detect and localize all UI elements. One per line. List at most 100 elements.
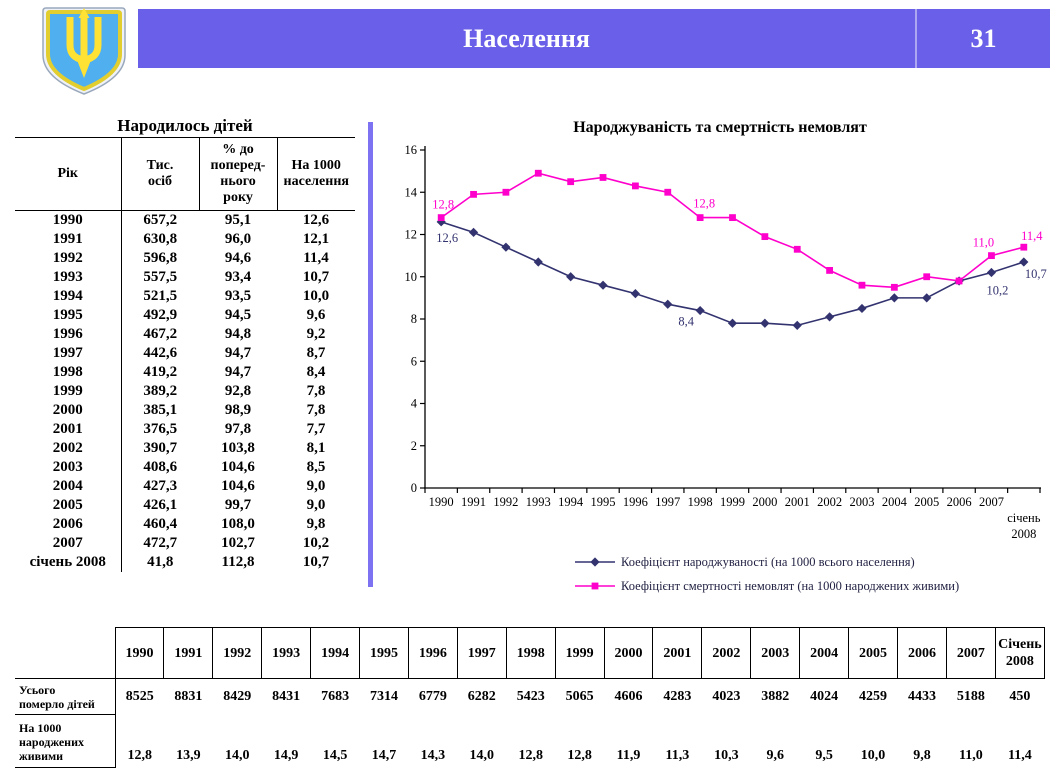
value-cell: 521,5 xyxy=(143,288,178,304)
value-cell: 8,1 xyxy=(306,440,326,456)
x-tick-label: 2007 xyxy=(979,495,1004,509)
value-cell: 8,7 xyxy=(306,345,326,361)
table-row: 2006 460,4 108,0 9,8 xyxy=(15,515,355,534)
year-column-header: 2000 xyxy=(603,627,654,679)
value-cell: 12,8 xyxy=(518,747,543,763)
value-cell: 12,1 xyxy=(302,231,330,247)
value-cell: 460,4 xyxy=(143,516,178,532)
value-cell: 11,4 xyxy=(1008,747,1032,763)
value-cell: 11,0 xyxy=(958,747,983,763)
value-cell: 7,7 xyxy=(306,421,326,437)
births-table: Рік Тис. осіб% до поперед- нього року На 1… xyxy=(15,137,355,572)
x-tick-label: 2005 xyxy=(914,495,939,509)
x-tick-label: 2003 xyxy=(849,495,874,509)
value-cell: 41,8 xyxy=(147,554,174,570)
value-cell: 8,5 xyxy=(306,459,326,475)
year-column-header: 1996 xyxy=(407,627,458,679)
x-tick-label: 2001 xyxy=(785,495,810,509)
data-label: 11,0 xyxy=(973,236,994,250)
value-cell: 9,8 xyxy=(306,516,326,532)
series-infant-mortality xyxy=(437,169,1028,291)
x-tick-label: 1990 xyxy=(429,495,454,509)
data-label: 10,2 xyxy=(987,284,1009,298)
births-table-header-row: Рік Тис. осіб% до поперед- нього року На 1… xyxy=(15,137,355,211)
year-column-header: Січень 2008 xyxy=(994,627,1046,679)
x-tick-label: 1999 xyxy=(720,495,745,509)
value-cell: 94,6 xyxy=(224,250,252,266)
legend-label: Коефіцієнт смертності немовлят (на 1000 … xyxy=(621,579,959,593)
value-cell: 4023 xyxy=(712,688,741,704)
column-header: На 1000 населення xyxy=(276,137,355,211)
value-cell: 10,0 xyxy=(860,747,886,763)
title-bar: Населення 31 xyxy=(138,9,1050,68)
table-row: На 1000 народжених живими 12,8 13,9 14,0 14,… xyxy=(15,714,1045,768)
value-cell: 10,3 xyxy=(714,747,739,763)
value-cell: 104,6 xyxy=(221,478,255,494)
year-cell: 1996 xyxy=(15,325,122,344)
page-title: Населення xyxy=(463,23,590,53)
year-cell: 1999 xyxy=(15,382,122,401)
year-cell: січень 2008 xyxy=(15,553,122,572)
x-tick-label: 1996 xyxy=(623,495,648,509)
chart-title: Народжуваність та смертність немовлят xyxy=(573,119,867,136)
value-cell: 9,0 xyxy=(306,497,326,513)
column-header: Тис. осіб xyxy=(120,137,199,211)
value-cell: 10,7 xyxy=(302,554,330,570)
year-cell: 2005 xyxy=(15,496,122,515)
value-cell: 9,8 xyxy=(913,747,931,763)
year-cell: 2007 xyxy=(15,534,122,553)
value-cell: 8,4 xyxy=(306,364,326,380)
value-cell: 13,9 xyxy=(176,747,201,763)
table-row: 1993 557,5 93,4 10,7 xyxy=(15,268,355,287)
value-cell: 4259 xyxy=(859,688,888,704)
table-row: 2005 426,1 99,7 9,0 xyxy=(15,496,355,515)
data-label: 10,7 xyxy=(1025,267,1047,281)
y-tick-label: 4 xyxy=(411,397,418,411)
value-cell: 5188 xyxy=(956,688,985,704)
value-cell: 492,9 xyxy=(143,307,178,323)
value-cell: 450 xyxy=(1009,688,1031,704)
year-cell: 1993 xyxy=(15,268,122,287)
value-cell: 96,0 xyxy=(224,231,252,247)
value-cell: 8431 xyxy=(272,688,301,704)
year-column-header: 1999 xyxy=(554,627,605,679)
mortality-table: 1990 1991 1992 1993 1994 1995 1996 1997 1998 1999… xyxy=(15,627,1046,768)
value-cell: 8429 xyxy=(223,688,252,704)
year-cell: 2006 xyxy=(15,515,122,534)
value-cell: 427,3 xyxy=(143,478,178,494)
y-tick-label: 12 xyxy=(405,228,418,242)
y-tick-label: 8 xyxy=(411,312,417,326)
value-cell: 102,7 xyxy=(221,535,255,551)
table-row: 2001 376,5 97,8 7,7 xyxy=(15,420,355,439)
value-cell: 657,2 xyxy=(143,212,178,228)
value-cell: 4606 xyxy=(614,688,643,704)
value-cell: 5065 xyxy=(565,688,594,704)
year-column-header: 2005 xyxy=(848,627,898,679)
x-tick-label: 1991 xyxy=(461,495,486,509)
value-cell: 3882 xyxy=(761,688,790,704)
y-tick-label: 10 xyxy=(405,270,418,284)
births-table-section: Народилось дітей Рік Тис. осіб% до попере… xyxy=(15,114,355,572)
value-cell: 94,7 xyxy=(224,364,252,380)
year-cell: 2001 xyxy=(15,420,122,439)
page-number: 31 xyxy=(970,23,997,53)
value-cell: 14,7 xyxy=(371,747,397,763)
value-cell: 14,0 xyxy=(225,747,250,763)
value-cell: 467,2 xyxy=(143,326,178,342)
value-cell: 103,8 xyxy=(221,440,255,456)
column-header: Рік xyxy=(15,137,121,211)
year-column-header: 2001 xyxy=(652,627,703,679)
data-label: 8,4 xyxy=(678,315,694,329)
year-column-header: 2002 xyxy=(701,627,752,679)
chart-data-labels: 12,8 12,6 12,8 8,4 11,0 10,2 11,4 10,7 xyxy=(432,197,1047,329)
x-tick-label: 2006 xyxy=(947,495,972,509)
value-cell: 11,3 xyxy=(665,747,690,763)
value-cell: 11,9 xyxy=(616,747,641,763)
year-column-header: 1993 xyxy=(261,627,312,679)
data-label: 12,8 xyxy=(432,198,454,212)
value-cell: 14,9 xyxy=(273,747,299,763)
chart-legend: Коефіцієнт народжуваності (на 1000 всьог… xyxy=(575,555,959,593)
value-cell: 6282 xyxy=(467,688,496,704)
year-cell: 1995 xyxy=(15,306,122,325)
